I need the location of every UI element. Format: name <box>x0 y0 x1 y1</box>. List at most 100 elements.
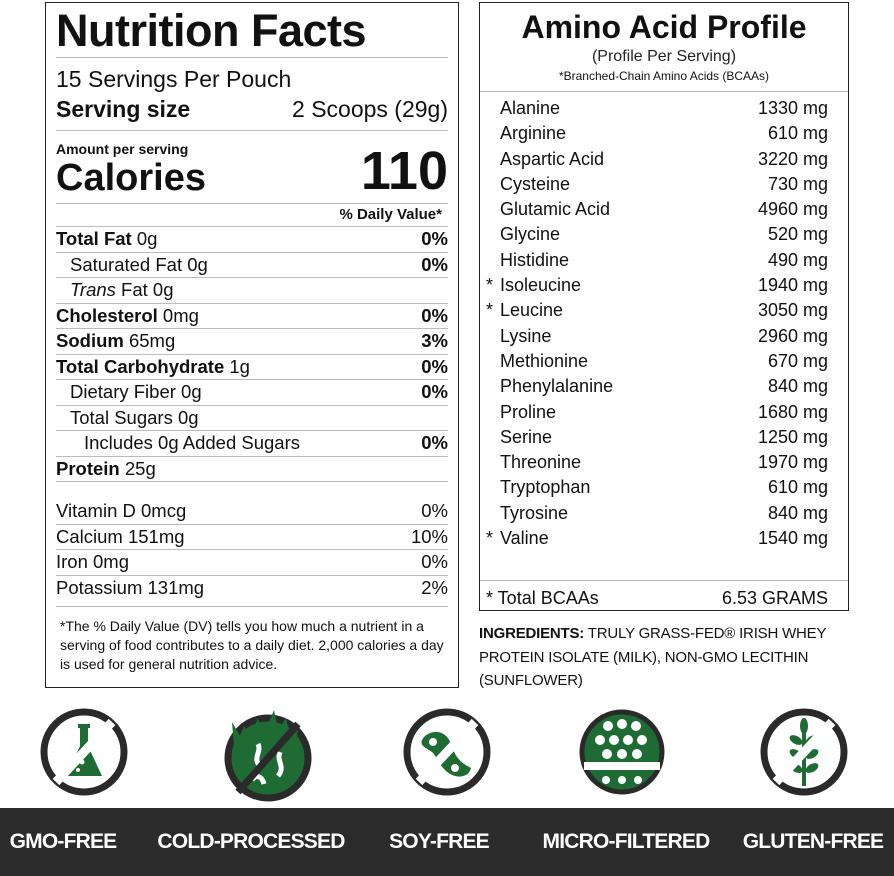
amino-row: Proline 1680 mg <box>486 400 828 425</box>
amino-name: * Valine <box>486 526 549 551</box>
bcaa-note: *Branched-Chain Amino Acids (BCAAs) <box>558 69 770 83</box>
vitamin-name: Calcium 151mg <box>56 525 185 547</box>
amino-row: Arginine 610 mg <box>486 121 828 146</box>
nutrient-row: Cholesterol 0mg 0% <box>56 302 448 329</box>
badge-band: GMO-FREE COLD-PROCESSED SOY-FREE MICRO-FILT… <box>0 808 894 876</box>
nutrient-amount: 65mg <box>123 330 176 351</box>
amino-name: Phenylalanine <box>486 374 613 399</box>
footnote: *The % Daily Value (DV) tells you how mu… <box>56 606 448 674</box>
amino-value: 1330 mg <box>757 98 828 118</box>
amino-name: Methionine <box>486 349 588 374</box>
nutrient-name: Total Fat 0g <box>56 227 157 252</box>
nutrient-dv: 3% <box>421 330 448 351</box>
amino-name-text: Phenylalanine <box>500 376 614 397</box>
soybean-crossed-icon <box>403 708 491 796</box>
amino-value: 520 mg <box>767 224 828 245</box>
wheat-crossed-icon <box>760 708 848 796</box>
nutrient-dv: 0% <box>421 432 448 453</box>
amino-name-text: Lysine <box>500 325 552 346</box>
amino-name-text: Arginine <box>500 123 567 144</box>
nutrient-amount: Includes 0g Added Sugars <box>84 432 300 453</box>
amino-name: Proline <box>486 400 556 425</box>
amino-value: 1940 mg <box>757 275 828 296</box>
nutrient-bold: Sodium <box>56 330 124 351</box>
amino-title: Amino Acid Profile <box>521 9 807 45</box>
vitamin-row: Calcium 151mg 10% <box>56 523 448 550</box>
nutrient-row: Dietary Fiber 0g 0% <box>56 379 448 405</box>
amino-subtitle: (Profile Per Serving) <box>591 48 737 65</box>
amino-row: Cysteine 730 mg <box>486 172 828 197</box>
amino-name-text: Methionine <box>500 350 589 371</box>
nutrient-amount: 0mg <box>157 304 199 326</box>
nutrient-name: Protein 25g <box>56 457 156 482</box>
nutrient-italic: Trans <box>70 279 116 300</box>
flask-crossed-icon <box>40 708 128 796</box>
total-bcaas: * Total BCAAs 6.53 GRAMS <box>480 580 848 610</box>
nutrition-facts-panel: Nutrition Facts 15 Servings Per Pouch Se… <box>45 2 459 688</box>
amino-value: 1970 mg <box>757 452 828 473</box>
amino-value: 490 mg <box>767 249 828 270</box>
amino-name-text: Glutamic Acid <box>500 199 611 220</box>
ingredients-label: INGREDIENTS: <box>479 625 585 642</box>
amino-row: * Valine 1540 mg <box>486 526 828 551</box>
amount-per-serving: Amount per serving <box>56 141 189 157</box>
amino-value: 3050 mg <box>757 300 828 321</box>
amino-name: Aspartic Acid <box>486 147 604 172</box>
nutrient-name: Total Sugars 0g <box>70 406 199 431</box>
amino-name-text: Glycine <box>500 224 561 245</box>
amino-name: Serine <box>486 425 552 450</box>
amino-row: Methionine 670 mg <box>486 349 828 374</box>
filter-icon <box>579 709 665 795</box>
calories-section: Amount per serving Calories 110 <box>56 131 448 203</box>
amino-row: Glutamic Acid 4960 mg <box>486 197 828 222</box>
nutrition-title: Nutrition Facts <box>56 5 367 56</box>
amino-value: 730 mg <box>767 173 828 194</box>
nutrient-amount: Saturated Fat 0g <box>70 253 208 275</box>
amino-row: Serine 1250 mg <box>486 425 828 450</box>
nutrient-dv: 0% <box>421 253 448 275</box>
amino-name-text: Histidine <box>500 249 570 270</box>
nutrient-row: Total Sugars 0g <box>56 404 448 431</box>
amino-name: Histidine <box>486 248 569 273</box>
bcaa-star: * <box>486 300 494 321</box>
badge-icons <box>0 700 894 806</box>
amino-acid-panel: Amino Acid Profile (Profile Per Serving)… <box>479 2 849 611</box>
nutrient-row: Saturated Fat 0g 0% <box>56 251 448 278</box>
amino-row: Alanine 1330 mg <box>486 96 828 121</box>
amino-name: * Leucine <box>486 298 563 323</box>
amino-name: Cysteine <box>486 172 570 197</box>
amino-name-text: Cysteine <box>500 173 571 194</box>
amino-value: 670 mg <box>767 350 828 371</box>
nutrient-amount: 0g <box>131 228 158 249</box>
amino-row: * Leucine 3050 mg <box>486 298 828 323</box>
amino-name-text: Valine <box>500 528 549 549</box>
amino-row: Threonine 1970 mg <box>486 450 828 475</box>
nutrient-row: Total Carbohydrate 1g 0% <box>56 353 448 380</box>
amino-name-text: Leucine <box>500 300 564 321</box>
servings-per-pouch: 15 Servings Per Pouch <box>56 66 292 92</box>
amino-row: Aspartic Acid 3220 mg <box>486 147 828 172</box>
calories-label: Calories <box>56 157 206 199</box>
vitamin-dv: 2% <box>421 576 448 598</box>
amino-name: Glycine <box>486 222 560 247</box>
nutrient-name: Total Carbohydrate 1g <box>56 355 250 380</box>
amino-name-text: Alanine <box>500 98 561 118</box>
vitamin-dv: 0% <box>421 551 448 572</box>
amino-value: 610 mg <box>767 123 828 144</box>
flame-crossed-icon <box>224 710 312 802</box>
amino-row: Lysine 2960 mg <box>486 324 828 349</box>
amino-value: 840 mg <box>767 502 828 523</box>
total-bcaas-value: 6.53 GRAMS <box>721 588 828 608</box>
bcaa-star: * <box>486 275 494 296</box>
total-bcaas-label: * Total BCAAs <box>486 588 599 608</box>
nutrient-dv: 0% <box>421 381 448 402</box>
amino-name-text: Serine <box>500 426 553 447</box>
amino-name: Lysine <box>486 324 551 349</box>
serving-size-value: 2 Scoops (29g) <box>292 96 448 122</box>
amino-row: Histidine 490 mg <box>486 248 828 273</box>
amino-row: * Isoleucine 1940 mg <box>486 273 828 298</box>
vitamin-name: Potassium 131mg <box>56 576 205 598</box>
nutrient-dv: 0% <box>421 304 448 326</box>
amino-name-text: Threonine <box>500 452 582 473</box>
amino-value: 1540 mg <box>757 528 828 549</box>
